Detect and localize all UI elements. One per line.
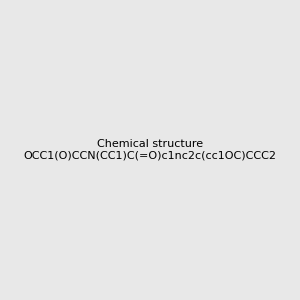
- Text: Chemical structure
OCC1(O)CCN(CC1)C(=O)c1nc2c(cc1OC)CCC2: Chemical structure OCC1(O)CCN(CC1)C(=O)c…: [23, 139, 277, 161]
